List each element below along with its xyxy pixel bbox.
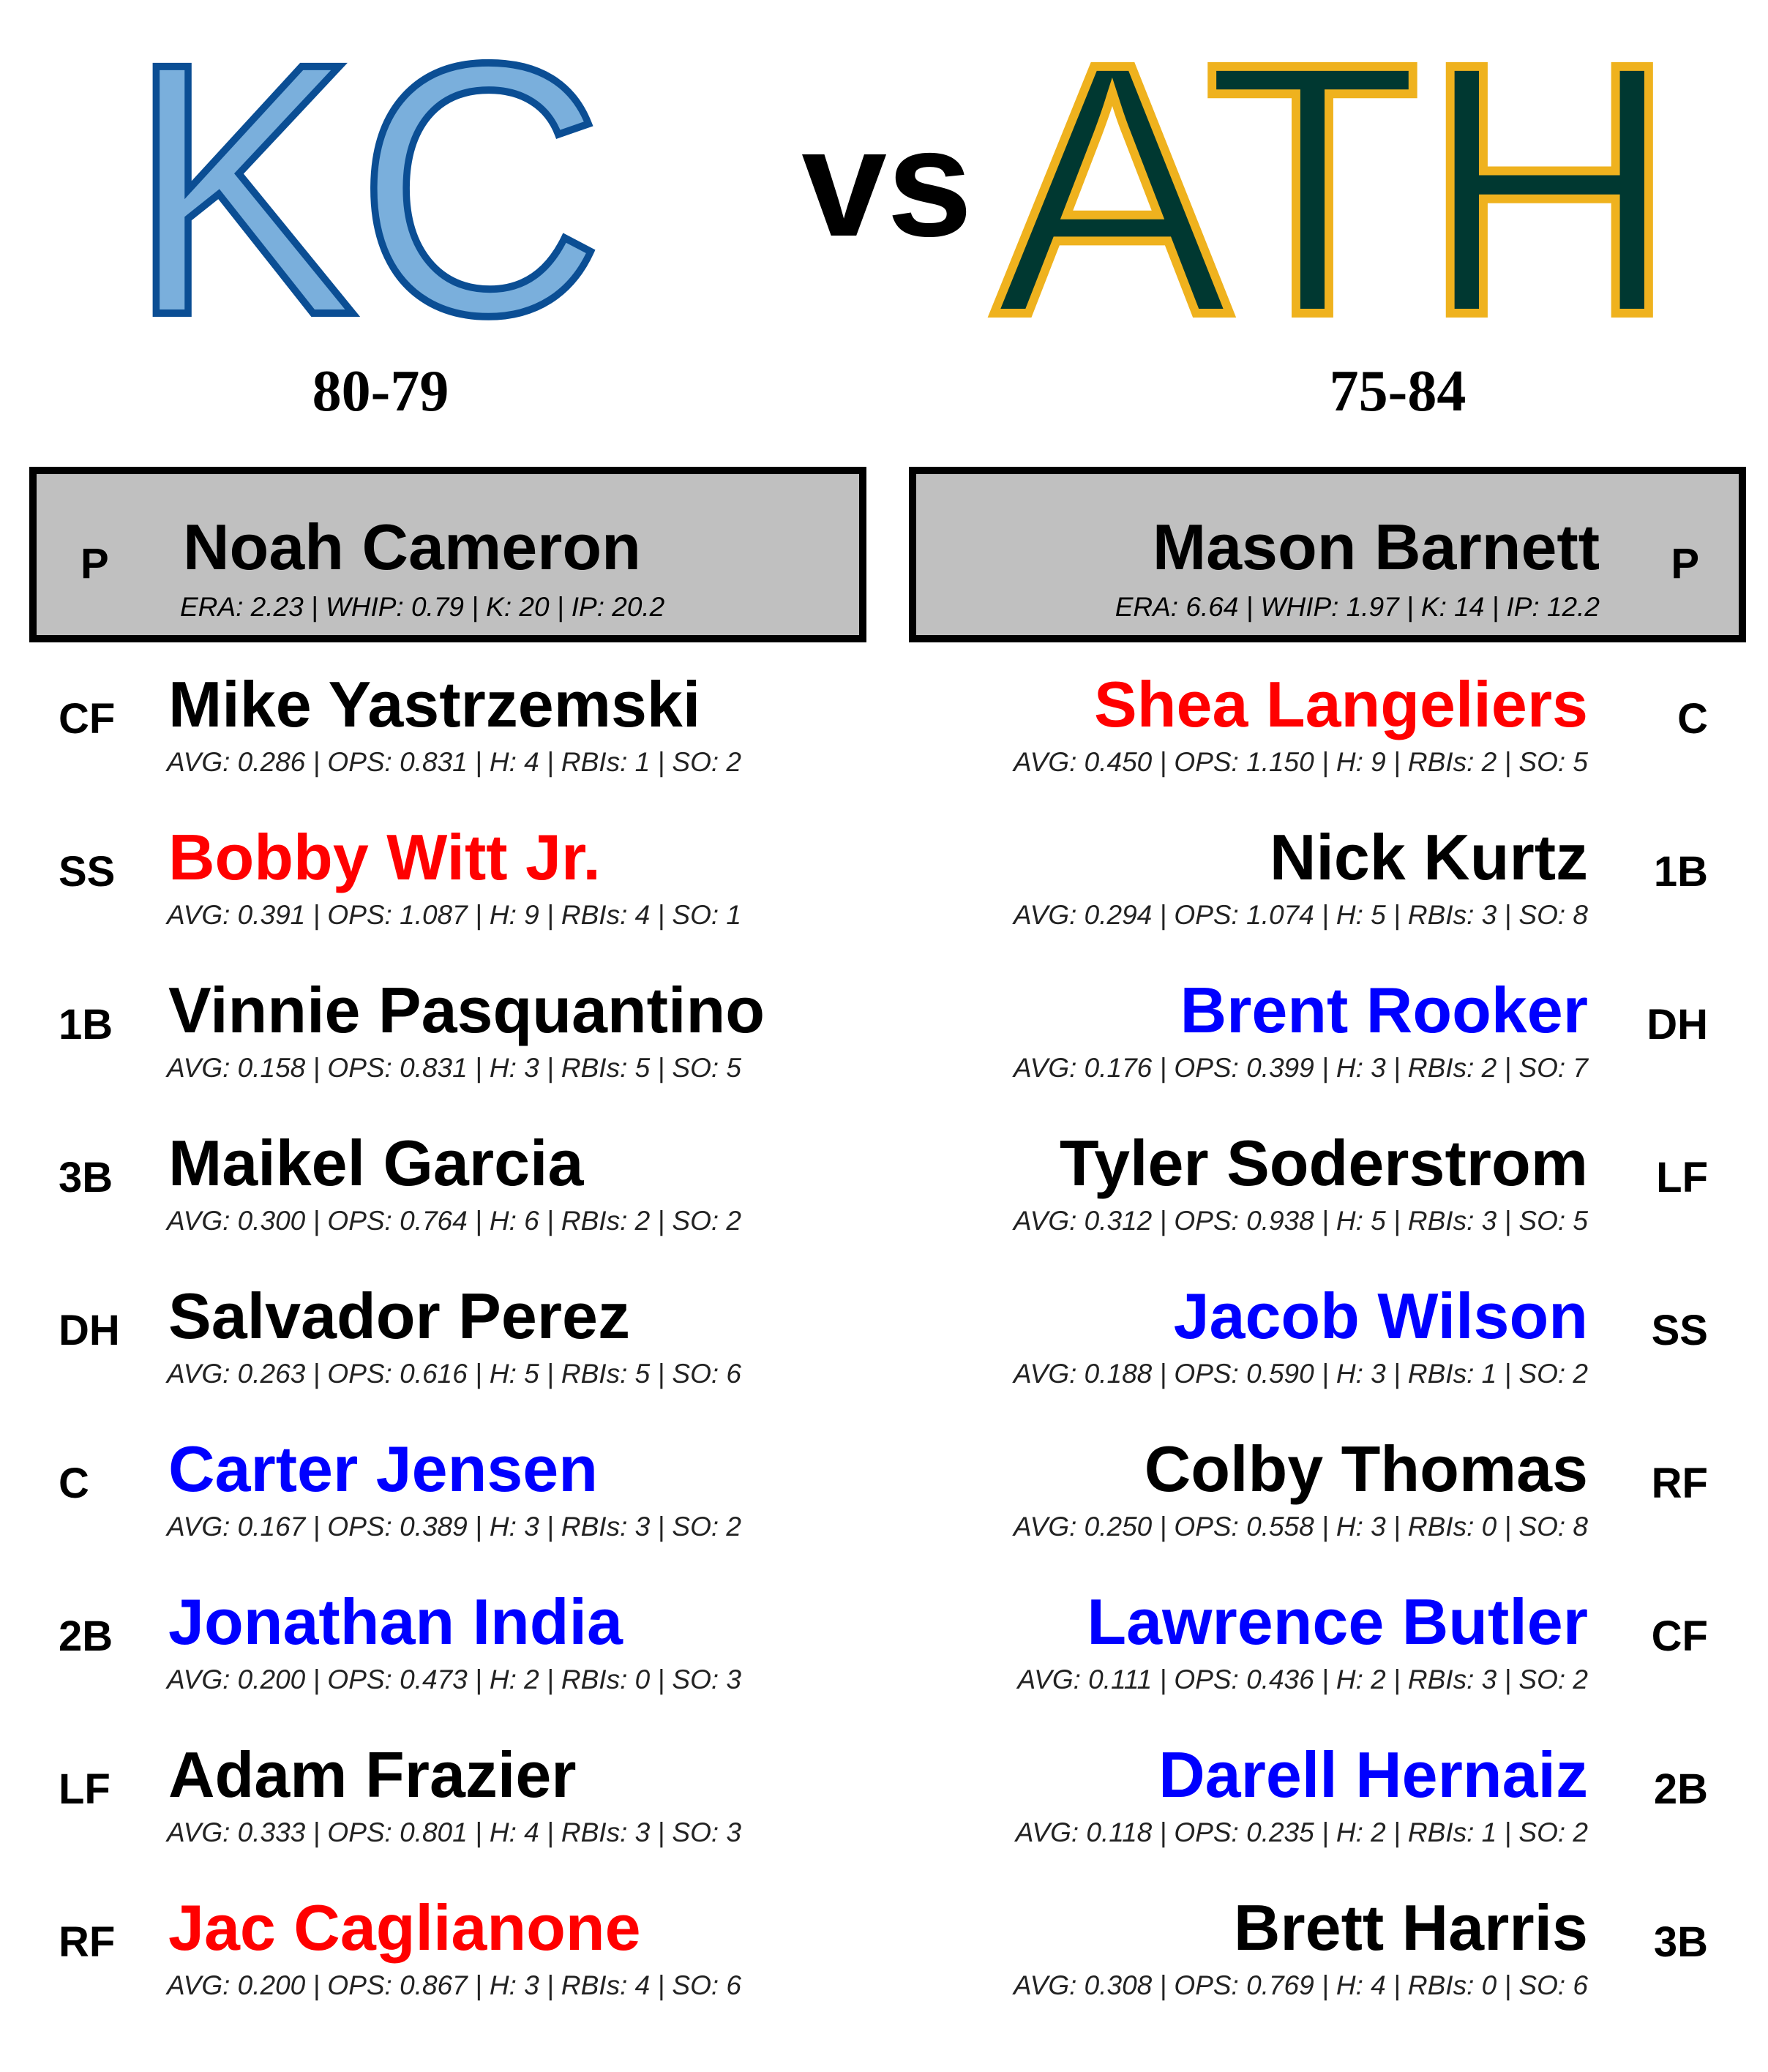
player-name: Salvador Perez [168, 1280, 630, 1352]
lineup-row: Jacob Wilson SS AVG: 0.188 | OPS: 0.590 | … [890, 1277, 1739, 1424]
lineup-row: Lawrence Butler CF AVG: 0.111 | OPS: 0.436… [890, 1583, 1739, 1730]
home-team-record: 80-79 [312, 359, 449, 424]
player-position: C [1677, 695, 1708, 743]
lineup-row: RF Jac Caglianone AVG: 0.200 | OPS: 0.867 … [29, 1889, 878, 2035]
player-stats: AVG: 0.450 | OPS: 1.150 | H: 9 | RBIs: 2… [1014, 747, 1588, 777]
player-position: C [59, 1460, 89, 1507]
player-stats: AVG: 0.294 | OPS: 1.074 | H: 5 | RBIs: 3… [1014, 900, 1588, 930]
player-stats: AVG: 0.333 | OPS: 0.801 | H: 4 | RBIs: 3… [167, 1817, 741, 1847]
player-name: Jac Caglianone [168, 1891, 641, 1964]
away-team-logo: ATH [994, 0, 1678, 344]
player-stats: AVG: 0.200 | OPS: 0.867 | H: 3 | RBIs: 4… [167, 1970, 741, 2000]
home-pitcher-name: Noah Cameron [183, 511, 641, 583]
lineup-row: DH Salvador Perez AVG: 0.263 | OPS: 0.616 … [29, 1277, 878, 1424]
player-position: 1B [59, 1001, 113, 1048]
player-name: Darell Hernaiz [1158, 1738, 1588, 1811]
lineup-row: SS Bobby Witt Jr. AVG: 0.391 | OPS: 1.087 … [29, 819, 878, 965]
player-stats: AVG: 0.286 | OPS: 0.831 | H: 4 | RBIs: 1… [167, 747, 741, 777]
lineup-row: 2B Jonathan India AVG: 0.200 | OPS: 0.473 … [29, 1583, 878, 1730]
lineup-row: Tyler Soderstrom LF AVG: 0.312 | OPS: 0.93… [890, 1125, 1739, 1271]
away-lineup: Shea Langeliers C AVG: 0.450 | OPS: 1.150 … [890, 666, 1739, 2056]
lineup-row: C Carter Jensen AVG: 0.167 | OPS: 0.389 | … [29, 1430, 878, 1577]
player-stats: AVG: 0.188 | OPS: 0.590 | H: 3 | RBIs: 1… [1014, 1359, 1588, 1389]
player-name: Shea Langeliers [1094, 668, 1588, 740]
player-position: RF [1651, 1460, 1708, 1507]
player-name: Lawrence Butler [1087, 1585, 1588, 1658]
player-position: RF [59, 1918, 116, 1966]
player-stats: AVG: 0.200 | OPS: 0.473 | H: 2 | RBIs: 0… [167, 1664, 741, 1694]
away-pitcher-stats: ERA: 6.64 | WHIP: 1.97 | K: 14 | IP: 12.… [1115, 592, 1600, 622]
player-stats: AVG: 0.158 | OPS: 0.831 | H: 3 | RBIs: 5… [167, 1053, 741, 1083]
player-stats: AVG: 0.391 | OPS: 1.087 | H: 9 | RBIs: 4… [167, 900, 741, 930]
lineup-row: Nick Kurtz 1B AVG: 0.294 | OPS: 1.074 | H:… [890, 819, 1739, 965]
lineup-row: CF Mike Yastrzemski AVG: 0.286 | OPS: 0.83… [29, 666, 878, 812]
player-position: SS [1651, 1307, 1708, 1354]
home-pitcher-card: P Noah Cameron ERA: 2.23 | WHIP: 0.79 | … [29, 467, 866, 642]
lineup-row: 3B Maikel Garcia AVG: 0.300 | OPS: 0.764 |… [29, 1125, 878, 1271]
player-position: DH [59, 1307, 120, 1354]
home-pitcher-position: P [80, 540, 109, 588]
lineup-row: Brent Rooker DH AVG: 0.176 | OPS: 0.399 | … [890, 972, 1739, 1118]
player-stats: AVG: 0.111 | OPS: 0.436 | H: 2 | RBIs: 3… [1017, 1664, 1589, 1694]
player-position: 2B [1653, 1765, 1708, 1813]
away-pitcher-card: P Mason Barnett ERA: 6.64 | WHIP: 1.97 |… [909, 467, 1746, 642]
player-name: Brent Rooker [1180, 974, 1588, 1046]
player-name: Bobby Witt Jr. [168, 821, 601, 893]
player-name: Maikel Garcia [168, 1127, 584, 1199]
player-stats: AVG: 0.300 | OPS: 0.764 | H: 6 | RBIs: 2… [167, 1206, 741, 1236]
away-team-record: 75-84 [1329, 359, 1467, 424]
player-name: Mike Yastrzemski [168, 668, 701, 740]
player-position: DH [1647, 1001, 1708, 1048]
player-name: Brett Harris [1233, 1891, 1588, 1964]
player-name: Nick Kurtz [1269, 821, 1588, 893]
player-position: 3B [59, 1154, 113, 1201]
player-stats: AVG: 0.250 | OPS: 0.558 | H: 3 | RBIs: 0… [1014, 1512, 1588, 1542]
home-lineup: CF Mike Yastrzemski AVG: 0.286 | OPS: 0.83… [29, 666, 878, 2056]
player-name: Colby Thomas [1144, 1433, 1588, 1505]
away-pitcher-name: Mason Barnett [1152, 511, 1600, 583]
player-stats: AVG: 0.118 | OPS: 0.235 | H: 2 | RBIs: 1… [1015, 1817, 1588, 1847]
lineup-row: Brett Harris 3B AVG: 0.308 | OPS: 0.769 | … [890, 1889, 1739, 2035]
player-position: LF [1656, 1154, 1708, 1201]
player-name: Vinnie Pasquantino [168, 974, 765, 1046]
player-stats: AVG: 0.312 | OPS: 0.938 | H: 5 | RBIs: 3… [1014, 1206, 1588, 1236]
player-name: Jacob Wilson [1173, 1280, 1588, 1352]
lineup-row: Darell Hernaiz 2B AVG: 0.118 | OPS: 0.235 … [890, 1736, 1739, 1883]
player-name: Adam Frazier [168, 1738, 577, 1811]
player-position: 2B [59, 1613, 113, 1660]
player-stats: AVG: 0.308 | OPS: 0.769 | H: 4 | RBIs: 0… [1014, 1970, 1588, 2000]
player-position: 3B [1653, 1918, 1708, 1966]
player-name: Carter Jensen [168, 1433, 598, 1505]
lineup-row: Colby Thomas RF AVG: 0.250 | OPS: 0.558 | … [890, 1430, 1739, 1577]
vs-label: vs [801, 97, 973, 269]
player-position: CF [59, 695, 116, 743]
home-team-logo: KC [128, 0, 604, 344]
away-pitcher-position: P [1671, 540, 1699, 588]
player-stats: AVG: 0.263 | OPS: 0.616 | H: 5 | RBIs: 5… [167, 1359, 741, 1389]
player-name: Tyler Soderstrom [1059, 1127, 1588, 1199]
lineup-row: LF Adam Frazier AVG: 0.333 | OPS: 0.801 | … [29, 1736, 878, 1883]
home-pitcher-stats: ERA: 2.23 | WHIP: 0.79 | K: 20 | IP: 20.… [180, 592, 665, 622]
player-position: SS [59, 848, 116, 896]
player-name: Jonathan India [168, 1585, 623, 1658]
lineup-row: Shea Langeliers C AVG: 0.450 | OPS: 1.150 … [890, 666, 1739, 812]
player-stats: AVG: 0.176 | OPS: 0.399 | H: 3 | RBIs: 2… [1014, 1053, 1588, 1083]
player-position: CF [1651, 1613, 1708, 1660]
lineup-row: 1B Vinnie Pasquantino AVG: 0.158 | OPS: 0.… [29, 972, 878, 1118]
player-position: 1B [1653, 848, 1708, 896]
player-stats: AVG: 0.167 | OPS: 0.389 | H: 3 | RBIs: 3… [167, 1512, 741, 1542]
matchup-header: KC vs ATH [124, 0, 1682, 344]
player-position: LF [59, 1765, 110, 1813]
